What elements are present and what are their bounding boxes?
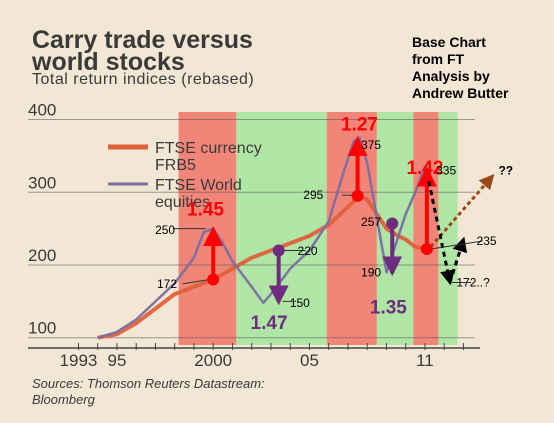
y-tick-label-400: 400	[28, 101, 56, 120]
value-label-7: 190	[361, 265, 381, 279]
legend-label-currency-1: FTSE currency	[155, 140, 262, 157]
ratio-label-4: 1.42	[406, 158, 443, 179]
value-labels: 250 172 220 150 295 375 257 190 335 235 172..???	[155, 138, 513, 310]
y-tick-label-200: 200	[28, 246, 56, 265]
value-label-5: 375	[361, 138, 381, 152]
x-tick-label-95: 95	[108, 351, 127, 370]
value-label-10: 172..?	[456, 275, 490, 289]
shaded-region-green-1	[236, 112, 327, 345]
legend-label-equities-1: FTSE World	[155, 177, 242, 194]
note-line-2: from FT	[412, 51, 465, 67]
value-label-0: 250	[155, 223, 175, 237]
leader-line-7	[430, 240, 483, 250]
marker-dot-0	[207, 273, 220, 286]
note-line-3: Analysis by	[412, 68, 490, 84]
value-label-11: ??	[498, 163, 513, 177]
marker-dot-1	[272, 244, 285, 257]
chart-title-line-1: Carry trade versus	[32, 26, 253, 54]
forecast-arrow-rebound	[448, 236, 468, 283]
annotations	[172, 135, 495, 306]
marker-dot-3	[386, 217, 399, 230]
chart-subtitle: Total return indices (rebased)	[32, 71, 254, 88]
x-tick-label-1993: 1993	[60, 351, 98, 370]
ratio-label-3: 1.35	[370, 298, 407, 319]
leader-line-1	[182, 279, 210, 285]
note-line-1: Base Chart	[412, 34, 486, 50]
value-label-8: 335	[436, 163, 456, 177]
source-line-2: Bloomberg	[32, 392, 96, 407]
marker-dot-2	[351, 189, 364, 202]
marker-dot-4	[420, 243, 433, 255]
x-tick-label-11: 11	[416, 351, 434, 370]
markers	[207, 189, 433, 286]
y-tick-label-100: 100	[28, 319, 56, 338]
legend: FTSE currency FRB5 FTSE World equities	[108, 140, 262, 211]
x-tick-label-05: 05	[300, 351, 319, 370]
value-label-1: 172	[157, 277, 177, 291]
y-axis-ticks: 100 200 300 400	[28, 101, 56, 338]
value-label-4: 295	[303, 188, 323, 202]
value-label-6: 257	[361, 215, 381, 229]
shaded-region-green-5	[438, 112, 458, 345]
note-line-4: Andrew Butter	[412, 85, 509, 101]
ratio-label-0: 1.45	[187, 200, 224, 221]
ratio-label-2: 1.27	[341, 114, 378, 135]
legend-label-equities-2: equities	[155, 194, 210, 211]
x-axis-ticks: 1993 95 2000 05 11	[28, 343, 480, 370]
chart-title-line-2: world stocks	[31, 48, 185, 76]
value-label-2: 220	[298, 244, 318, 258]
value-label-3: 150	[290, 296, 310, 310]
ratio-labels: 1.45 1.47 1.27 1.35 1.42	[187, 114, 443, 334]
source-line-1: Sources: Thomson Reuters Datastream:	[32, 376, 265, 391]
y-tick-label-300: 300	[28, 173, 56, 192]
value-label-9: 235	[477, 234, 497, 248]
x-tick-label-2000: 2000	[194, 351, 232, 370]
legend-label-currency-2: FRB5	[155, 157, 196, 174]
ratio-label-1: 1.47	[251, 313, 288, 334]
